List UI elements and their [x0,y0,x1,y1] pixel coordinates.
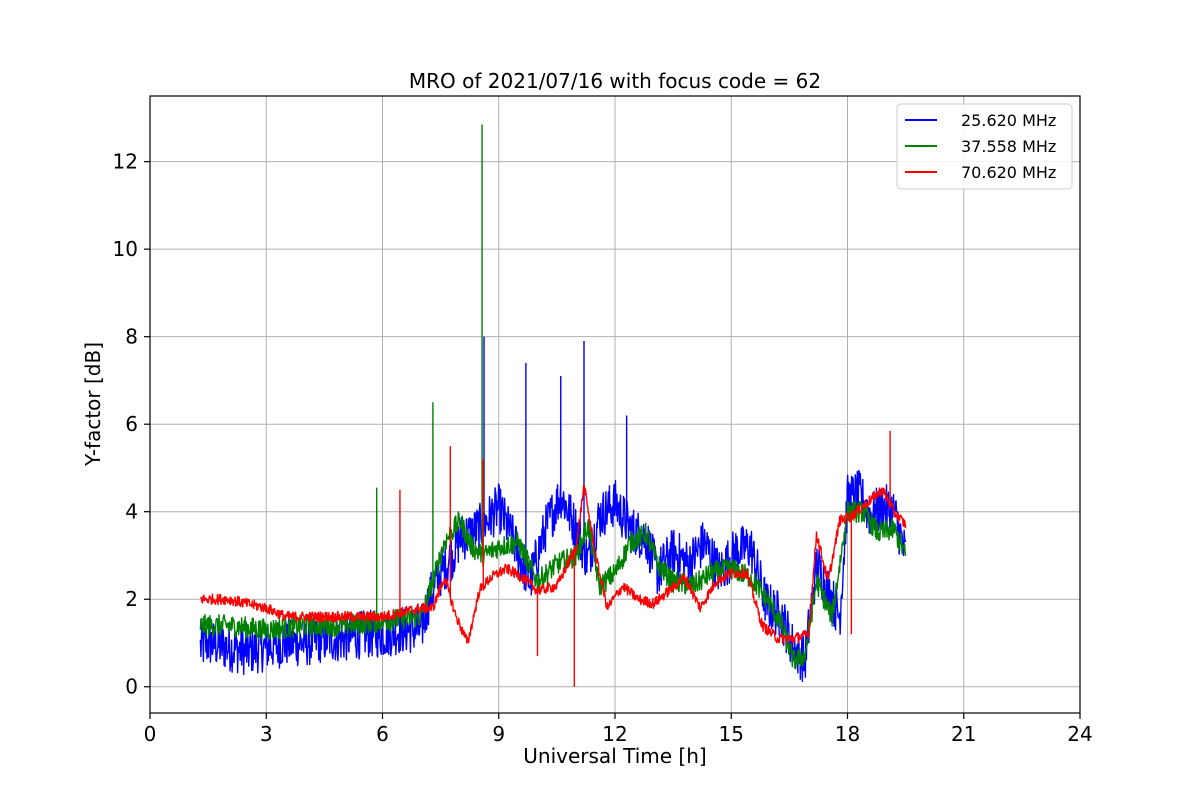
y-tick-label: 2 [125,587,138,611]
series-layer [199,124,907,687]
x-tick-label: 12 [602,722,627,746]
legend-label: 37.558 MHz [961,137,1056,156]
y-tick-label: 6 [125,412,138,436]
legend-label: 25.620 MHz [961,111,1056,130]
y-tick-label: 8 [125,325,138,349]
x-tick-label: 18 [835,722,860,746]
legend-label: 70.620 MHz [961,163,1056,182]
x-tick-label: 15 [719,722,744,746]
y-tick-label: 0 [125,675,138,699]
series-line-2 [199,124,907,669]
y-tick-label: 12 [113,150,138,174]
x-tick-label: 21 [951,722,976,746]
grid-lines [149,96,1081,713]
x-axis: 0 3 6 9 12 15 18 21 24 [144,713,1093,746]
x-tick-label: 9 [492,722,505,746]
x-tick-label: 6 [376,722,389,746]
y-tick-label: 10 [113,237,138,261]
y-axis-title: Y-factor [dB] [81,342,105,467]
y-axis: 0 2 4 6 8 10 12 [113,150,150,699]
y-tick-label: 4 [125,500,138,524]
x-tick-label: 24 [1067,722,1092,746]
legend-box [896,103,1073,190]
series-line-1 [199,336,907,683]
x-axis-title: Universal Time [h] [523,744,706,768]
legend: 25.620 MHz 37.558 MHz 70.620 MHz [896,103,1073,190]
series-line-3 [199,430,907,687]
x-tick-label: 0 [144,722,157,746]
chart-title: MRO of 2021/07/16 with focus code = 62 [409,69,821,93]
x-tick-label: 3 [260,722,273,746]
